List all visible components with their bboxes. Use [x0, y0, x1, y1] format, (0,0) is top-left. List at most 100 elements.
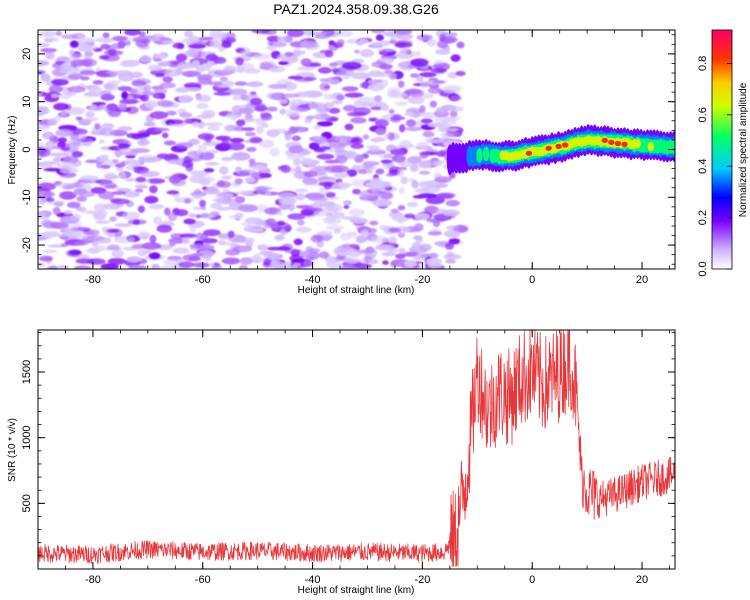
- noise-blob: [201, 109, 216, 119]
- noise-blob: [303, 260, 314, 268]
- noise-blob: [448, 238, 461, 245]
- noise-blob: [388, 73, 397, 80]
- noise-blob: [392, 114, 402, 118]
- noise-blob: [239, 257, 253, 265]
- noise-blob: [38, 262, 45, 268]
- figure-title: PAZ1.2024.358.09.38.G26: [273, 1, 439, 17]
- noise-blob: [144, 249, 152, 254]
- noise-blob: [450, 54, 461, 62]
- noise-blob: [295, 226, 312, 233]
- noise-blob: [358, 38, 369, 45]
- noise-blob: [93, 203, 108, 212]
- x-tick-label: -40: [305, 574, 321, 586]
- noise-blob: [326, 216, 337, 223]
- noise-blob: [164, 207, 171, 216]
- noise-blob: [42, 191, 55, 198]
- noise-blob: [40, 47, 58, 53]
- noise-blob: [346, 111, 366, 117]
- noise-blob: [164, 68, 183, 77]
- noise-blob: [411, 242, 421, 249]
- noise-blob: [98, 190, 115, 200]
- noise-blob: [276, 246, 291, 251]
- noise-blob: [197, 74, 213, 81]
- noise-blob: [419, 181, 436, 189]
- colorbar-ticks: 0.0 0.2 0.4 0.6 0.8: [697, 56, 732, 277]
- noise-blob: [80, 209, 96, 214]
- noise-blob: [71, 151, 84, 158]
- noise-blob: [306, 115, 315, 120]
- ridge-cell: [562, 142, 569, 148]
- noise-blob: [427, 87, 442, 94]
- noise-blob: [259, 250, 274, 256]
- noise-blob: [375, 128, 387, 136]
- noise-blob: [200, 206, 207, 211]
- colorbar-tick-label: 0.0: [697, 261, 709, 276]
- noise-blob: [166, 190, 180, 195]
- noise-blob: [189, 225, 196, 234]
- noise-blob: [313, 124, 321, 130]
- ridge-cell: [476, 148, 483, 163]
- noise-blob: [404, 112, 414, 116]
- noise-blob: [215, 192, 234, 199]
- noise-blob: [54, 115, 62, 122]
- noise-blob: [38, 70, 46, 74]
- snr-frame: [37, 329, 676, 570]
- y-tick-label: 500: [21, 494, 33, 512]
- colorbar-tick-label: 0.6: [697, 107, 709, 122]
- noise-blob: [328, 141, 339, 148]
- noise-blob: [278, 196, 297, 205]
- noise-blob: [215, 135, 231, 141]
- noise-blob: [363, 163, 373, 170]
- noise-blob: [137, 249, 147, 257]
- noise-blob: [253, 253, 262, 261]
- noise-blob: [234, 178, 243, 185]
- noise-blob: [51, 78, 69, 86]
- noise-blob: [389, 36, 397, 43]
- noise-blob: [324, 50, 334, 58]
- snr-y-ticks: 500 1000 1500: [21, 332, 675, 570]
- noise-blob: [231, 152, 251, 161]
- noise-blob: [117, 86, 133, 92]
- noise-blob: [249, 136, 263, 144]
- noise-blob: [76, 37, 97, 44]
- noise-blob: [416, 34, 433, 41]
- noise-blob: [365, 180, 384, 189]
- noise-blob: [53, 102, 69, 111]
- noise-blob: [429, 100, 438, 108]
- noise-blob: [126, 256, 142, 263]
- noise-blob: [89, 104, 97, 110]
- noise-blob: [48, 37, 59, 42]
- noise-blob: [445, 131, 461, 138]
- noise-blob: [422, 131, 435, 138]
- noise-blob: [293, 262, 301, 267]
- noise-blob: [153, 58, 163, 62]
- noise-blob: [175, 53, 188, 62]
- noise-blob: [188, 43, 207, 49]
- noise-blob: [388, 236, 398, 245]
- noise-blob: [297, 219, 305, 226]
- noise-blob: [325, 261, 342, 269]
- noise-blob: [38, 199, 46, 205]
- noise-blob: [224, 124, 236, 132]
- noise-blob: [352, 188, 361, 195]
- noise-blob: [199, 199, 206, 208]
- noise-blob: [280, 164, 291, 173]
- noise-blob: [141, 242, 162, 250]
- noise-blob: [303, 76, 317, 81]
- noise-blob: [388, 227, 401, 233]
- noise-blob: [415, 251, 429, 259]
- noise-blob: [205, 162, 220, 166]
- noise-blob: [185, 87, 202, 92]
- noise-blob: [53, 201, 64, 207]
- noise-blob: [290, 258, 306, 264]
- noise-blob: [94, 123, 101, 130]
- noise-blob: [404, 213, 416, 219]
- noise-blob: [137, 139, 150, 146]
- noise-blob: [63, 209, 73, 215]
- noise-blob: [61, 62, 73, 69]
- noise-blob: [407, 88, 425, 98]
- noise-blob: [85, 111, 95, 118]
- noise-blob: [97, 155, 109, 164]
- noise-blob: [103, 83, 115, 89]
- noise-blob: [95, 220, 110, 225]
